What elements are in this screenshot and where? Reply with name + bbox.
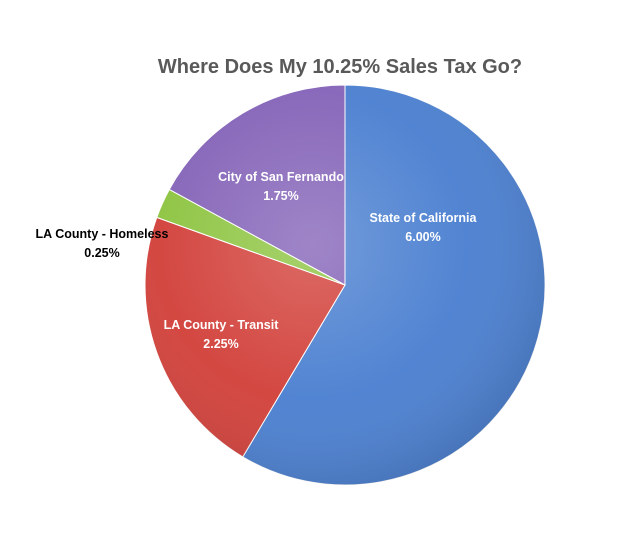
slice-labels: State of California 6.00% LA County - Tran… [36,170,478,351]
slice-label-value: 0.25% [84,246,119,260]
chart-title: Where Does My 10.25% Sales Tax Go? [158,56,522,78]
slice-label-name: State of California [370,211,478,225]
slice-label-name: City of San Fernando [218,170,344,184]
slice-label-value: 2.25% [203,337,238,351]
slice-label-la-county-transit: LA County - Transit 2.25% [164,318,280,351]
pie-slices [144,84,546,486]
slice-label-city-of-san-fernando: City of San Fernando 1.75% [218,170,344,203]
slice-label-name: LA County - Homeless [36,227,169,241]
slice-label-value: 1.75% [263,189,298,203]
slice-label-value: 6.00% [405,230,440,244]
slice-label-name: LA County - Transit [164,318,280,332]
slice-label-la-county-homeless: LA County - Homeless 0.25% [36,227,169,260]
slice-label-state-of-california: State of California 6.00% [370,211,478,244]
